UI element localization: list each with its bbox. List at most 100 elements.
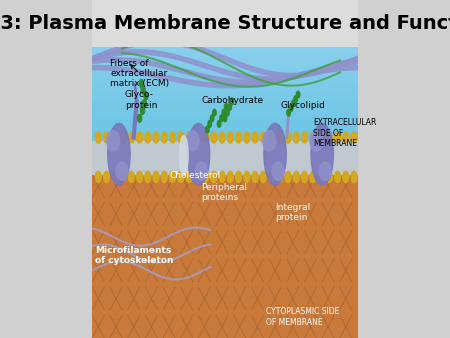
Bar: [92, 46, 358, 52]
Bar: [92, 166, 358, 172]
Bar: [92, 75, 358, 81]
Bar: [92, 175, 358, 338]
Circle shape: [112, 171, 118, 183]
Circle shape: [287, 109, 290, 116]
Circle shape: [292, 100, 295, 107]
Circle shape: [351, 171, 357, 183]
Circle shape: [206, 126, 209, 133]
Circle shape: [351, 132, 357, 143]
Circle shape: [289, 105, 293, 112]
Bar: [92, 171, 358, 177]
Bar: [92, 123, 358, 129]
Bar: [92, 70, 358, 76]
Circle shape: [228, 104, 231, 111]
Ellipse shape: [319, 162, 331, 180]
Circle shape: [128, 171, 134, 183]
Circle shape: [95, 132, 101, 143]
Circle shape: [236, 171, 242, 183]
Circle shape: [236, 132, 242, 143]
Circle shape: [186, 132, 192, 143]
Circle shape: [145, 132, 151, 143]
Circle shape: [269, 132, 274, 143]
Circle shape: [269, 171, 274, 183]
Circle shape: [145, 171, 151, 183]
Circle shape: [343, 171, 349, 183]
Circle shape: [285, 132, 291, 143]
Circle shape: [104, 132, 109, 143]
Circle shape: [225, 109, 229, 116]
Ellipse shape: [264, 123, 286, 185]
Circle shape: [335, 171, 341, 183]
Bar: [92, 90, 358, 95]
Circle shape: [186, 171, 192, 183]
Circle shape: [252, 132, 258, 143]
FancyBboxPatch shape: [92, 0, 358, 47]
Ellipse shape: [186, 131, 199, 151]
Circle shape: [310, 171, 316, 183]
Ellipse shape: [108, 123, 130, 185]
Circle shape: [194, 171, 200, 183]
Bar: [92, 181, 358, 187]
Bar: [92, 176, 358, 182]
Circle shape: [219, 132, 225, 143]
Circle shape: [293, 132, 299, 143]
Circle shape: [141, 86, 145, 94]
Circle shape: [153, 132, 159, 143]
Circle shape: [310, 132, 316, 143]
Text: Fibers of
extracellular
matrix (ECM): Fibers of extracellular matrix (ECM): [110, 58, 169, 88]
Circle shape: [261, 171, 266, 183]
Circle shape: [208, 121, 211, 127]
Bar: [92, 133, 358, 139]
Bar: [92, 118, 358, 124]
Bar: [92, 94, 358, 100]
Circle shape: [252, 171, 258, 183]
Bar: [92, 99, 358, 105]
Circle shape: [211, 171, 217, 183]
Circle shape: [178, 171, 184, 183]
Circle shape: [335, 132, 341, 143]
Ellipse shape: [310, 131, 323, 151]
Bar: [92, 51, 358, 57]
Circle shape: [144, 92, 148, 100]
Circle shape: [120, 132, 126, 143]
Text: Microfilaments
of cytoskeleton: Microfilaments of cytoskeleton: [95, 246, 174, 265]
Circle shape: [223, 115, 227, 122]
Circle shape: [222, 109, 225, 116]
Bar: [92, 142, 358, 148]
Circle shape: [220, 115, 223, 122]
Text: Glyco-
protein: Glyco- protein: [125, 90, 157, 110]
Ellipse shape: [311, 123, 333, 185]
Circle shape: [178, 132, 184, 143]
Circle shape: [211, 132, 217, 143]
Circle shape: [120, 171, 126, 183]
Circle shape: [277, 171, 283, 183]
Circle shape: [318, 171, 324, 183]
Text: Peripheral
proteins: Peripheral proteins: [202, 183, 248, 202]
Circle shape: [142, 100, 146, 107]
Ellipse shape: [107, 131, 120, 151]
Bar: [92, 114, 358, 119]
Circle shape: [227, 171, 233, 183]
Circle shape: [138, 114, 142, 122]
Bar: [92, 152, 358, 158]
Bar: [92, 80, 358, 86]
Circle shape: [137, 132, 143, 143]
Circle shape: [140, 79, 144, 87]
Circle shape: [244, 132, 250, 143]
Circle shape: [162, 132, 167, 143]
Text: Carbohydrate: Carbohydrate: [202, 96, 264, 105]
Text: Integral
protein: Integral protein: [275, 203, 310, 222]
Circle shape: [170, 171, 176, 183]
Bar: [92, 157, 358, 163]
Ellipse shape: [116, 162, 128, 180]
Bar: [92, 141, 358, 173]
Circle shape: [170, 132, 176, 143]
Circle shape: [153, 171, 159, 183]
Circle shape: [202, 171, 208, 183]
Circle shape: [112, 132, 118, 143]
Circle shape: [302, 171, 307, 183]
Ellipse shape: [180, 136, 188, 175]
Circle shape: [95, 171, 101, 183]
Circle shape: [210, 115, 214, 122]
Circle shape: [194, 132, 200, 143]
